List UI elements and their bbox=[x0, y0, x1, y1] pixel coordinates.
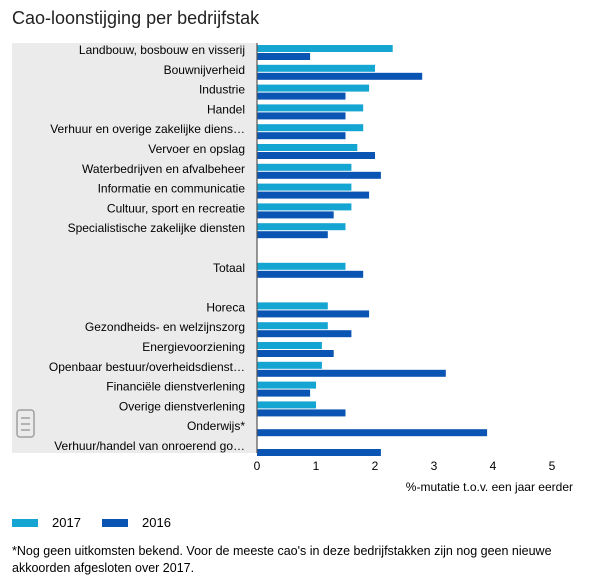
category-label: Energievoorziening bbox=[142, 340, 245, 354]
category-label: Financiële dienstverlening bbox=[106, 380, 245, 394]
bar-2016 bbox=[257, 231, 328, 239]
bar-2016 bbox=[257, 270, 364, 278]
bar-2016 bbox=[257, 72, 423, 80]
bar-2017 bbox=[257, 262, 346, 270]
bar-chart: Landbouw, bosbouw en visserij Bouwnijverh… bbox=[12, 43, 573, 494]
bar-2016 bbox=[257, 449, 381, 456]
category-label: Horeca bbox=[206, 300, 245, 314]
bar-2017 bbox=[257, 64, 375, 72]
category-panel bbox=[12, 43, 257, 453]
bar-2017 bbox=[257, 223, 346, 231]
x-tick-label: 5 bbox=[549, 459, 556, 473]
x-tick-label: 4 bbox=[490, 459, 497, 473]
bar-2017 bbox=[257, 163, 352, 171]
bar-2016 bbox=[257, 389, 311, 397]
bar-2017 bbox=[257, 361, 322, 369]
category-label: Informatie en communicatie bbox=[98, 182, 246, 196]
chart-title: Cao-loonstijging per bedrijfstak bbox=[12, 8, 260, 28]
x-tick-label: 2 bbox=[372, 459, 379, 473]
category-label: Onderwijs* bbox=[187, 419, 245, 433]
bar-2016 bbox=[257, 429, 488, 437]
bar-2017 bbox=[257, 84, 370, 92]
bar-2017 bbox=[257, 322, 328, 330]
legend-item-2017: 2017 bbox=[12, 515, 81, 530]
category-label: Totaal bbox=[213, 261, 245, 275]
bar-2016 bbox=[257, 310, 370, 318]
bar-2017 bbox=[257, 381, 316, 389]
bar-2017 bbox=[257, 302, 328, 310]
bar-2016 bbox=[257, 369, 446, 377]
bar-2016 bbox=[257, 53, 311, 60]
bar-2017 bbox=[257, 342, 322, 349]
category-label: Landbouw, bosbouw en visserij bbox=[79, 43, 245, 57]
bar-2016 bbox=[257, 92, 346, 100]
category-label: Verhuur/handel van onroerend go… bbox=[54, 439, 245, 453]
bar-2016 bbox=[257, 409, 346, 417]
bar-2017 bbox=[257, 124, 364, 132]
category-label: Openbaar bestuur/overheidsdienst… bbox=[49, 360, 245, 374]
bar-2017 bbox=[257, 104, 364, 112]
bar-2016 bbox=[257, 171, 381, 179]
category-label: Gezondheids- en welzijnszorg bbox=[85, 320, 245, 334]
category-label: Waterbedrijven en afvalbeheer bbox=[82, 162, 245, 176]
category-label: Cultuur, sport en recreatie bbox=[107, 201, 245, 215]
legend-swatch-2017 bbox=[12, 518, 38, 527]
category-label: Bouwnijverheid bbox=[164, 63, 245, 77]
bar-2016 bbox=[257, 132, 346, 140]
category-label: Overige dienstverlening bbox=[119, 399, 245, 413]
bar-2016 bbox=[257, 112, 346, 120]
bar-2016 bbox=[257, 152, 375, 159]
x-tick-label: 0 bbox=[254, 459, 261, 473]
category-label: Vervoer en opslag bbox=[148, 142, 245, 156]
cbs-logo-icon bbox=[16, 409, 35, 438]
legend-label-2017: 2017 bbox=[52, 515, 81, 530]
x-axis-label: %-mutatie t.o.v. een jaar eerder bbox=[406, 480, 573, 494]
bar-2016 bbox=[257, 350, 334, 357]
bar-2017 bbox=[257, 183, 352, 191]
legend-label-2016: 2016 bbox=[142, 515, 171, 530]
bar-2017 bbox=[257, 144, 358, 151]
bar-2017 bbox=[257, 401, 316, 409]
category-label: Industrie bbox=[199, 83, 245, 97]
category-label: Specialistische zakelijke diensten bbox=[68, 221, 245, 235]
bar-2016 bbox=[257, 330, 352, 338]
footnote: *Nog geen uitkomsten bekend. Voor de mee… bbox=[12, 544, 552, 575]
bar-2017 bbox=[257, 203, 352, 211]
legend-item-2016: 2016 bbox=[102, 515, 171, 530]
bar-2017 bbox=[257, 45, 393, 52]
category-label: Handel bbox=[207, 102, 245, 116]
bar-2016 bbox=[257, 191, 370, 199]
x-tick-label: 3 bbox=[431, 459, 438, 473]
legend-swatch-2016 bbox=[102, 518, 128, 527]
category-label: Verhuur en overige zakelijke diens… bbox=[50, 122, 245, 136]
bar-2016 bbox=[257, 211, 334, 219]
x-tick-label: 1 bbox=[313, 459, 320, 473]
